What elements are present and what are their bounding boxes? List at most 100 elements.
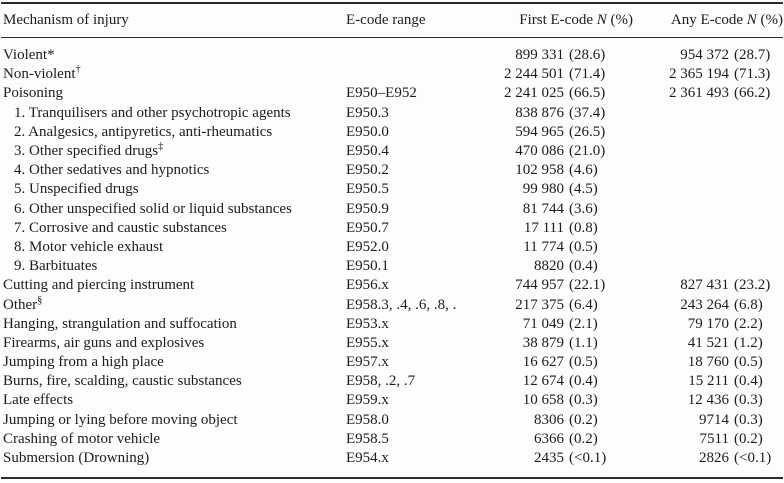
ecode-range-cell: E958.3, .4, .6, .8, .9 [346,296,456,313]
mechanism-label: 8. Motor vehicle exhaust [14,238,164,255]
table-row: Burns, fire, scalding, caustic substance… [1,372,783,391]
percent-value: (0.4) [569,258,598,275]
col-header-any-ecode-text: Any E-code [670,12,747,28]
percent-value: (0.5) [569,354,598,371]
any-ecode-cell [633,219,783,238]
any-ecode-cell: 2826 (<0.1) [633,449,783,478]
percent-value: (23.2) [734,277,771,294]
percent-value: (0.4) [569,373,598,390]
count-value: 81 744 [522,200,564,217]
ecode-range-cell: E950.2 [346,162,389,179]
any-ecode-cell [633,238,783,257]
ecode-range-cell: E950.9 [346,200,389,217]
ecode-range-cell: E954.x [346,450,389,467]
table-row: 6. Other unspecified solid or liquid sub… [1,200,783,219]
first-ecode-cell: 12 674 (0.4) [456,372,633,391]
first-ecode-cell: 10 658 (0.3) [456,391,633,410]
any-ecode-cell: 827 431 (23.2) [633,276,783,295]
col-header-ecode-range: E-code range [344,3,456,38]
ecode-range-cell: E950–E952 [346,85,417,102]
mechanism-cell: Submersion (Drowning) [1,449,344,478]
first-ecode-cell: 17 111 (0.8) [456,219,633,238]
mechanism-cell: 4. Other sedatives and hypnotics [1,161,344,180]
first-ecode-cell: 38 879 (1.1) [456,334,633,353]
percent-value: (0.3) [734,411,763,428]
any-ecode-cell: 2 361 493 (66.2) [633,84,783,103]
first-ecode-cell: 11 774 (0.5) [456,238,633,257]
first-ecode-cell: 8306 (0.2) [456,411,633,430]
percent-value: (0.3) [734,392,763,409]
table-row: Crashing of motor vehicle E958.5 6366 (0.2)… [1,430,783,449]
count-value: 594 965 [515,123,564,140]
ecode-range-cell: E959.x [346,392,389,409]
count-value: 9714 [699,411,729,428]
table-row: Other§ E958.3, .4, .6, .8, .9 217 375 (6.4)… [1,295,783,314]
first-ecode-cell: 2 241 025 (66.5) [456,84,633,103]
percent-value: (0.2) [569,411,598,428]
mechanism-label: Submersion (Drowning) [3,450,150,467]
table-row: 8. Motor vehicle exhaust E952.0 11 774 (0.5… [1,238,783,257]
ecode-range-cell: E950.4 [346,143,389,160]
mechanism-cell: Other§ [1,295,344,314]
count-value: 15 211 [688,373,729,390]
ecode-range-cell: E952.0 [346,238,389,255]
col-header-any-ecode-n: N [746,12,757,28]
percent-value: (2.1) [569,315,598,332]
mechanism-cell: 5. Unspecified drugs [1,180,344,199]
mechanism-label: 4. Other sedatives and hypnotics [14,162,210,179]
first-ecode-cell: 594 965 (26.5) [456,123,633,142]
count-value: 6366 [534,430,564,447]
mechanism-label: Jumping or lying before moving object [3,411,238,428]
count-value: 10 658 [522,392,564,409]
ecode-range-cell: E958, .2, .7 [346,373,416,390]
ecode-range-cell [344,38,456,66]
percent-value: (<0.1) [734,450,772,467]
footnote-marker: * [47,47,55,64]
header-row: Mechanism of injury E-code range First E… [1,3,783,38]
ecode-range-cell: E953.x [346,315,389,332]
percent-value: (21.0) [569,143,606,160]
footnote-marker: § [37,295,43,306]
ecode-range-cell: E950.5 [346,181,389,198]
mechanism-label: 6. Other unspecified solid or liquid sub… [14,200,292,217]
ecode-range-cell: E956.x [346,277,389,294]
any-ecode-cell: 2 365 194 (71.3) [633,65,783,84]
mechanism-label: 7. Corrosive and caustic substances [14,219,227,236]
any-ecode-cell [633,104,783,123]
table-row: 9. Barbituates E950.1 8820 (0.4) [1,257,783,276]
count-value: 827 431 [680,277,729,294]
any-ecode-cell [633,257,783,276]
mechanism-cell: 2. Analgesics, antipyretics, anti-rheuma… [1,123,344,142]
percent-value: (1.1) [569,334,598,351]
count-value: 71 049 [522,315,564,332]
ecode-range-cell: E957.x [346,354,389,371]
count-value: 102 958 [515,162,564,179]
table-row: Non-violent† 2 244 501 (71.4) 2 365 194 (71.… [1,65,783,84]
count-value: 744 957 [515,277,564,294]
any-ecode-cell: 12 436 (0.3) [633,391,783,410]
col-header-first-ecode: First E-code N (%) [456,3,633,38]
first-ecode-cell: 899 331 (28.6) [456,38,633,66]
table-row: Jumping or lying before moving object E95… [1,411,783,430]
count-value: 470 086 [515,143,564,160]
col-header-first-ecode-n: N [596,12,607,28]
first-ecode-cell: 71 049 (2.1) [456,315,633,334]
mechanism-label: 5. Unspecified drugs [14,181,139,198]
table-row: Late effects E959.x 10 658 (0.3) 12 436 (0.3) [1,391,783,410]
first-ecode-cell: 217 375 (6.4) [456,295,633,314]
first-ecode-cell: 2 244 501 (71.4) [456,65,633,84]
mechanism-cell: 7. Corrosive and caustic substances [1,219,344,238]
table-row: Violent* 899 331 (28.6) 954 372 (28.7) [1,38,783,66]
count-value: 16 627 [522,354,564,371]
count-value: 7511 [699,430,729,447]
percent-value: (66.5) [569,85,606,102]
mechanism-cell: Late effects [1,391,344,410]
count-value: 2 241 025 [504,85,564,102]
any-ecode-cell: 7511 (0.2) [633,430,783,449]
any-ecode-cell [633,200,783,219]
percent-value: (26.5) [569,123,606,140]
mechanism-label: Hanging, strangulation and suffocation [3,315,237,332]
mechanism-label: Crashing of motor vehicle [3,430,161,447]
